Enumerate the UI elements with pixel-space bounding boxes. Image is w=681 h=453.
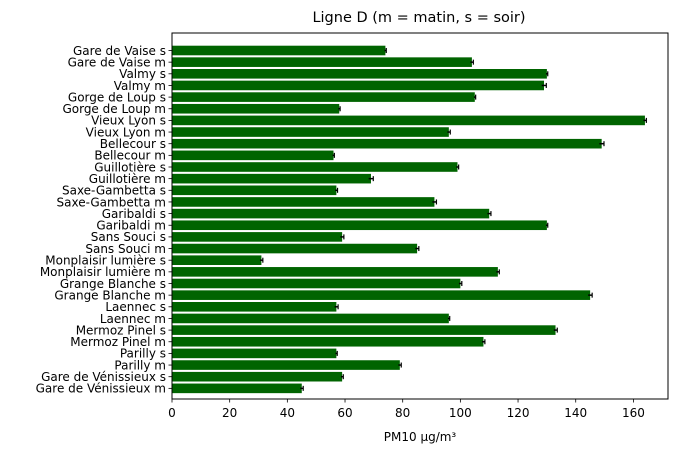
plot-frame [171,32,669,400]
bar [172,127,449,137]
y-tick-label: Gare de Vénissieux m [36,382,166,396]
x-tick-label: 160 [622,406,645,420]
y-tick-label: Saxe-Gambetta m [57,195,166,209]
y-tick-label: Parilly s [120,347,166,361]
y-tick-label: Gare de Vénissieux s [41,370,166,384]
y-tick-label: Garibaldi s [102,207,166,221]
y-tick-label: Garibaldi m [96,219,166,233]
y-tick-label: Laennec m [100,312,166,326]
bar [172,348,337,359]
bar [172,220,547,231]
y-tick-label: Grange Blanche s [60,277,166,291]
bar [172,290,591,300]
x-axis: 0 20 40 60 80 100 120 140 160 [168,399,645,420]
y-tick-label: Gorge de Loup m [62,102,166,116]
bar [172,173,371,184]
x-tick-label: 80 [395,406,410,420]
bar [172,267,498,277]
bar [172,208,490,219]
chart-title: Ligne D (m = matin, s = soir) [312,10,525,26]
y-tick-label: Gare de Vaise s [73,44,166,58]
y-tick-label: Valmy s [119,67,166,81]
y-tick-label: Parilly m [114,358,166,372]
x-tick-label: 140 [564,406,587,420]
bar [172,57,472,67]
bar [172,185,337,196]
bar [172,80,544,91]
y-tick-label: Valmy m [114,79,166,93]
y-tick-label: Monplaisir lumière m [40,265,166,279]
y-tick-label: Guillotière s [94,160,166,174]
bar [172,138,602,149]
x-tick-label: 60 [337,406,352,420]
y-tick-label: Monplaisir lumière s [45,254,166,268]
bars-group [172,45,645,394]
y-tick-label: Sans Souci m [85,242,166,256]
x-axis-label: PM10 µg/m³ [384,430,457,444]
bar [172,255,262,265]
x-tick-label: 120 [507,406,530,420]
x-tick-label: 40 [280,406,295,420]
y-tick-label: Grange Blanche m [54,288,166,302]
y-tick-label: Laennec s [105,300,166,314]
x-tick-label: 100 [449,406,472,420]
bar [172,360,400,370]
bar [172,371,343,382]
bar [172,313,449,324]
bar [172,45,386,56]
bar [172,278,461,289]
bar [172,302,337,312]
x-tick-label: 20 [222,406,237,420]
bar [172,336,484,347]
bar [172,69,547,79]
bar [172,383,302,394]
y-tick-label: Bellecour s [100,137,166,151]
y-tick-label: Mermoz Pinel s [76,323,166,337]
y-tick-label: Gare de Vaise m [68,55,166,69]
bar [172,115,645,126]
bar [172,150,334,161]
bar [172,232,343,242]
error-bars-group [259,48,647,391]
y-tick-label: Bellecour m [94,149,166,163]
bar [172,243,418,254]
y-tick-label: Sans Souci s [91,230,166,244]
bar [172,162,458,172]
y-tick-label: Vieux Lyon m [86,125,166,139]
y-tick-label: Guillotière m [89,172,166,186]
bar [172,325,556,335]
x-tick-label: 0 [168,406,176,420]
y-tick-label: Saxe-Gambetta s [62,184,166,198]
bar [172,197,435,207]
y-tick-label: Gorge de Loup s [68,90,166,104]
y-tick-label: Mermoz Pinel m [70,335,166,349]
y-tick-label: Vieux Lyon s [91,114,166,128]
bar [172,103,340,114]
bar [172,92,475,102]
